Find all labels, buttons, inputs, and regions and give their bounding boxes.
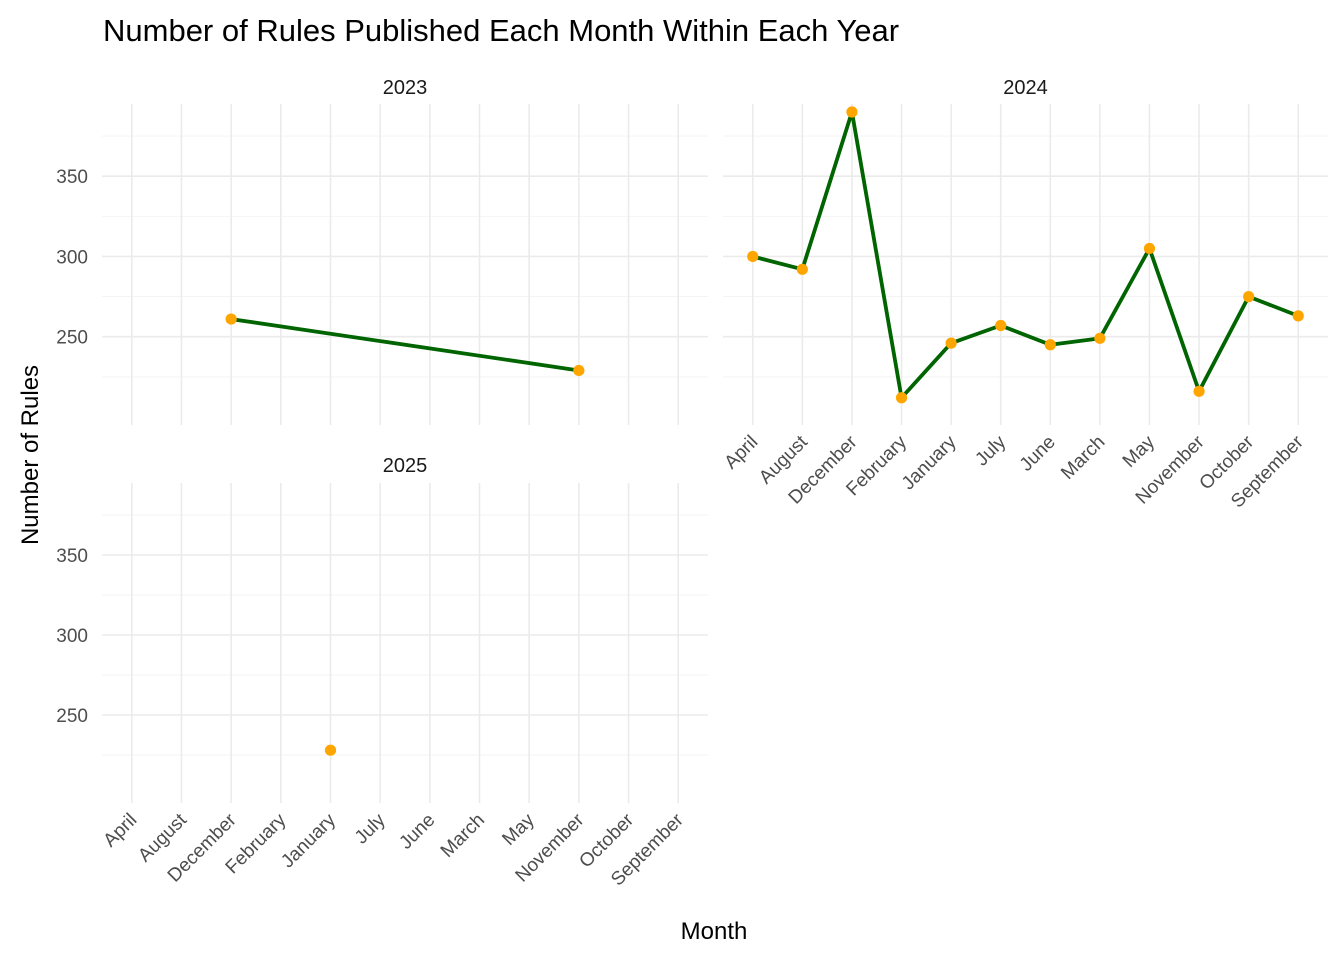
data-point xyxy=(995,319,1007,332)
y-tick-label: 350 xyxy=(56,546,88,567)
panel-2023: 2023 250 300 350 xyxy=(56,77,708,425)
data-point xyxy=(1143,242,1156,255)
facet-label: 2024 xyxy=(1003,77,1048,99)
y-tick-label: 300 xyxy=(56,247,88,268)
data-point xyxy=(796,263,808,275)
y-tick-label: 350 xyxy=(56,167,88,188)
panels: 20232503003502024AprilAugustDecemberFebr… xyxy=(56,77,1328,890)
data-point xyxy=(747,250,759,263)
y-tick-label: 250 xyxy=(56,706,88,727)
data-point xyxy=(1193,385,1205,397)
x-tick-label: January xyxy=(898,431,961,494)
data-point xyxy=(1044,339,1056,351)
x-axis-title: Month xyxy=(681,918,748,945)
data-point xyxy=(225,313,237,325)
series-line xyxy=(752,110,1299,400)
facet-label: 2023 xyxy=(383,77,428,99)
x-tick-label: July xyxy=(971,431,1010,470)
panel-2025: 2025250300350AprilAugustDecemberFebruary… xyxy=(56,455,708,890)
x-tick-label: March xyxy=(437,810,489,862)
data-point xyxy=(1243,291,1255,303)
data-point xyxy=(573,364,585,377)
chart-title: Number of Rules Published Each Month Wit… xyxy=(103,13,899,48)
x-tick-label: March xyxy=(1057,432,1109,484)
x-tick-label: June xyxy=(395,810,439,854)
data-point xyxy=(324,744,337,756)
x-tick-label: May xyxy=(1119,431,1160,472)
data-point xyxy=(945,337,957,349)
data-point xyxy=(1094,332,1106,344)
y-tick-label: 250 xyxy=(56,328,88,349)
series-line xyxy=(230,317,580,373)
data-point xyxy=(1292,310,1304,322)
x-tick-label: April xyxy=(100,810,142,852)
facet-label: 2025 xyxy=(383,455,428,477)
data-point xyxy=(895,392,908,404)
y-tick-label: 300 xyxy=(56,626,88,647)
x-tick-label: June xyxy=(1016,432,1060,476)
data-point xyxy=(846,106,858,118)
y-axis-title: Number of Rules xyxy=(17,365,44,545)
x-tick-label: April xyxy=(721,432,763,474)
x-tick-label: January xyxy=(277,809,340,872)
x-tick-label: May xyxy=(498,809,539,850)
x-tick-label: July xyxy=(351,809,390,848)
